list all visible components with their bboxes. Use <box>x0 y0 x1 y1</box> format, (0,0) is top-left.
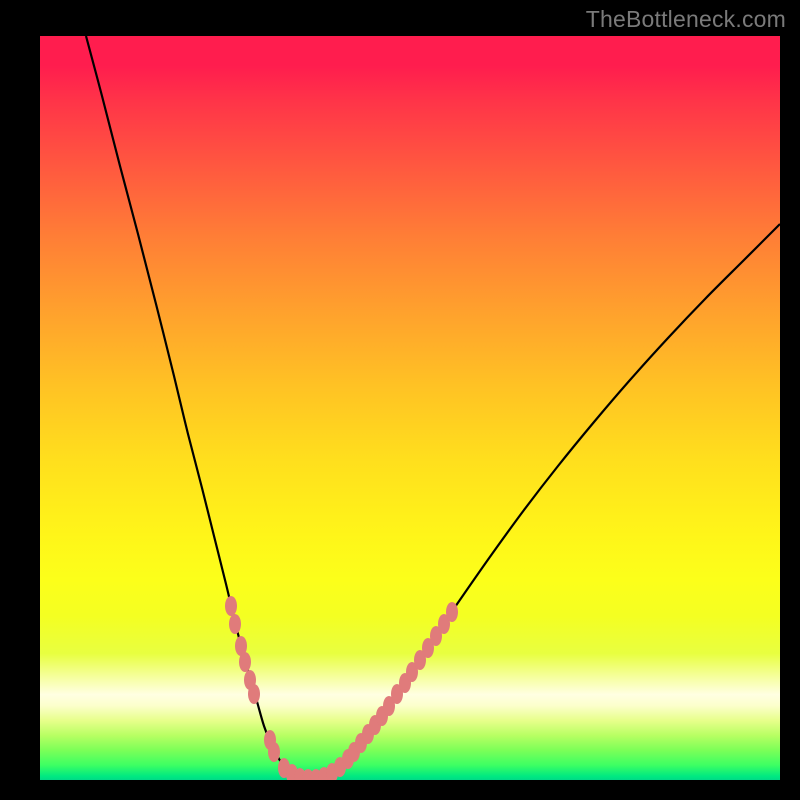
data-marker <box>248 684 260 704</box>
data-marker <box>446 602 458 622</box>
curve-right-branch <box>310 224 780 780</box>
data-marker <box>225 596 237 616</box>
marker-layer <box>225 596 458 780</box>
watermark-text: TheBottleneck.com <box>586 6 786 33</box>
chart-container: TheBottleneck.com <box>0 0 800 800</box>
curve-svg <box>40 36 780 780</box>
data-marker <box>268 742 280 762</box>
data-marker <box>239 652 251 672</box>
plot-area <box>40 36 780 780</box>
data-marker <box>229 614 241 634</box>
curve-left-branch <box>86 36 310 780</box>
